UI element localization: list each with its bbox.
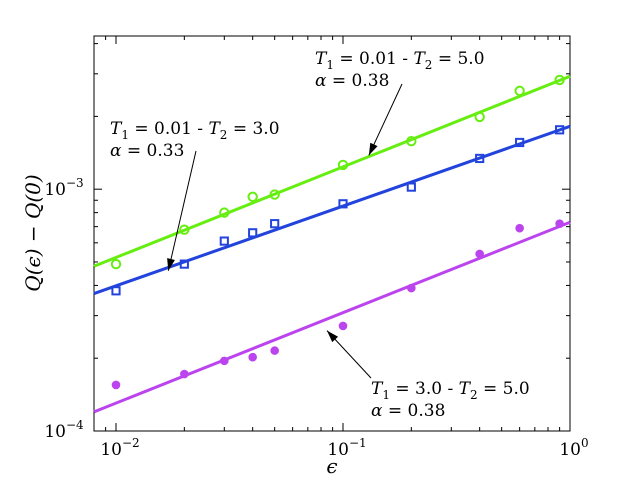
point-s2-9 — [555, 219, 564, 228]
y-tick-label-0: 10−4 — [44, 418, 84, 442]
point-s2-3 — [248, 352, 257, 362]
point-s2-8 — [515, 223, 524, 233]
point-s1-7 — [475, 153, 485, 164]
point-s0-4 — [269, 189, 280, 200]
x-tick-label-2: 100 — [559, 436, 588, 460]
annotation-blue-line1: T1 = 0.01 - T2 = 3.0 — [110, 119, 280, 142]
point-s1-5 — [338, 199, 348, 209]
plot-area — [93, 35, 571, 432]
x-axis-label: ϵ — [326, 454, 337, 478]
annotation-blue-arrowhead — [167, 258, 175, 271]
point-s2-2 — [220, 356, 229, 366]
point-s1-2 — [219, 236, 229, 246]
axis-tick-labels: 10−2 10−1 100 10−4 10−3 — [44, 176, 588, 460]
point-s1-1 — [179, 259, 189, 269]
annotation-blue-arrow — [167, 150, 197, 271]
annotation-blue-line2: α = 0.33 — [110, 141, 184, 161]
point-s0-9 — [554, 74, 565, 86]
point-s1-8 — [515, 137, 525, 148]
fit-line-1 — [93, 124, 571, 296]
point-s1-4 — [270, 219, 280, 229]
annotation-green-arrowhead — [368, 142, 378, 156]
annotation-green-line1: T1 = 0.01 - T2 = 5.0 — [315, 49, 485, 72]
point-s1-0 — [111, 286, 121, 296]
point-s0-8 — [514, 85, 525, 97]
point-s0-7 — [474, 111, 485, 123]
point-s2-5 — [338, 321, 348, 331]
fit-lines — [93, 74, 571, 414]
point-s0-6 — [406, 135, 417, 147]
annotation-purple-line1: T1 = 3.0 - T2 = 5.0 — [371, 379, 530, 402]
point-s2-0 — [111, 380, 121, 390]
point-s0-1 — [179, 224, 190, 235]
data-markers — [110, 74, 565, 390]
fit-line-2 — [93, 220, 571, 414]
point-s2-4 — [270, 346, 279, 355]
point-s1-6 — [406, 182, 416, 192]
point-s0-2 — [219, 207, 230, 218]
y-axis-label: Q(ϵ) − Q(0) — [21, 174, 45, 291]
point-s0-3 — [247, 191, 258, 203]
fit-line-0 — [93, 74, 571, 268]
annotation-purple-line2: α = 0.38 — [371, 401, 445, 421]
point-s2-7 — [475, 249, 484, 259]
x-tick-label-1: 10−1 — [327, 436, 366, 460]
point-s0-0 — [110, 258, 122, 270]
point-s0-5 — [337, 159, 349, 171]
axis-ticks — [93, 36, 571, 432]
y-tick-label-1: 10−3 — [44, 176, 83, 200]
point-s1-9 — [555, 125, 565, 135]
point-s2-6 — [407, 283, 416, 293]
x-tick-label-0: 10−2 — [100, 436, 139, 460]
annotation-green-arrow — [368, 83, 403, 156]
annotation-purple-arrowhead — [326, 330, 339, 343]
point-s1-3 — [248, 228, 258, 238]
annotation-green-line2: α = 0.38 — [315, 71, 389, 91]
point-s2-1 — [180, 369, 189, 379]
